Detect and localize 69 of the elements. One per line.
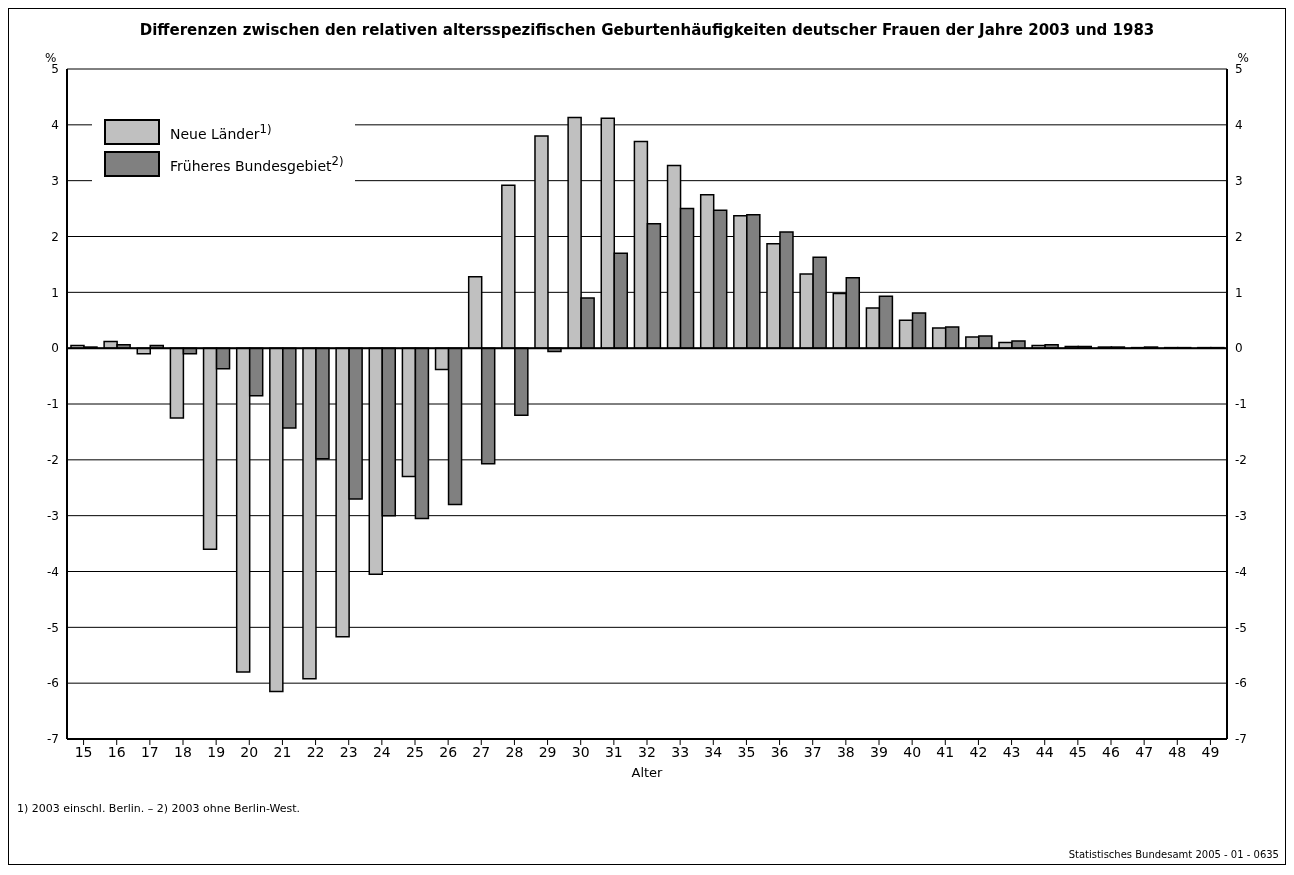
y2-tick-label: 2 bbox=[1235, 229, 1243, 244]
y-tick-label: 4 bbox=[51, 118, 59, 133]
x-tick-label: 42 bbox=[969, 743, 988, 760]
x-axis-title: Alter bbox=[631, 765, 664, 780]
x-tick-label: 22 bbox=[306, 743, 325, 760]
y2-tick-label: 1 bbox=[1235, 285, 1243, 300]
y2-tick-label: 0 bbox=[1235, 341, 1243, 356]
x-tick-label: 32 bbox=[638, 743, 656, 760]
x-tick-label: 48 bbox=[1168, 743, 1187, 760]
x-tick-label: 17 bbox=[140, 743, 159, 760]
legend-label: Früheres Bundesgebiet$^{2)}$ bbox=[170, 154, 344, 174]
x-tick-label: 49 bbox=[1201, 743, 1220, 760]
x-tick-label: 21 bbox=[273, 743, 292, 760]
y2-tick-label: -6 bbox=[1235, 676, 1247, 691]
x-tick-label: 25 bbox=[406, 743, 424, 760]
x-tick-label: 30 bbox=[571, 743, 590, 760]
x-tick-label: 16 bbox=[107, 743, 126, 760]
legend-label: Neue Länder$^{1)}$ bbox=[170, 122, 272, 142]
x-tick-label: 35 bbox=[737, 743, 756, 760]
x-tick-label: 24 bbox=[372, 743, 391, 760]
y2-tick-label: -2 bbox=[1235, 453, 1247, 468]
x-tick-label: 18 bbox=[174, 743, 192, 760]
y2-tick-label: -4 bbox=[1235, 564, 1247, 579]
y-tick-label: 0 bbox=[51, 341, 59, 356]
y2-axis-title: % bbox=[1237, 51, 1249, 65]
y-axis-title: % bbox=[45, 51, 57, 65]
y-tick-label: -4 bbox=[47, 564, 59, 579]
x-tick-label: 41 bbox=[936, 743, 955, 760]
x-tick-label: 39 bbox=[870, 743, 888, 760]
y2-tick-label: -5 bbox=[1235, 620, 1247, 635]
x-tick-label: 29 bbox=[538, 743, 557, 760]
y2-tick-label: 4 bbox=[1235, 118, 1243, 133]
x-tick-label: 46 bbox=[1102, 743, 1120, 760]
x-tick-label: 40 bbox=[903, 743, 922, 760]
x-tick-label: 15 bbox=[74, 743, 93, 760]
text: 1) 2003 einschl. Berlin. – 2) 2003 ohne Berlin-West. bbox=[17, 802, 300, 815]
x-tick-label: 36 bbox=[770, 743, 789, 760]
y-tick-label: -1 bbox=[47, 397, 59, 412]
x-tick-label: 34 bbox=[704, 743, 723, 760]
y2-tick-label: 3 bbox=[1235, 173, 1243, 188]
x-tick-label: 20 bbox=[240, 743, 259, 760]
x-tick-label: 45 bbox=[1068, 743, 1087, 760]
y-tick-label: -2 bbox=[47, 453, 59, 468]
y-tick-label: 1 bbox=[51, 285, 59, 300]
y-tick-label: 2 bbox=[51, 229, 59, 244]
y-tick-label: 3 bbox=[51, 173, 59, 188]
x-tick-label: 23 bbox=[339, 743, 358, 760]
x-tick-label: 43 bbox=[1002, 743, 1021, 760]
x-tick-label: 37 bbox=[803, 743, 822, 760]
x-tick-label: 31 bbox=[604, 743, 623, 760]
y-tick-label: -5 bbox=[47, 620, 59, 635]
x-tick-label: 27 bbox=[472, 743, 491, 760]
y2-tick-label: 5 bbox=[1235, 62, 1243, 77]
x-tick-label: 26 bbox=[439, 743, 458, 760]
x-tick-label: 19 bbox=[207, 743, 226, 760]
x-tick-label: 28 bbox=[505, 743, 524, 760]
x-tick-label: 47 bbox=[1135, 743, 1154, 760]
y-tick-label: 5 bbox=[51, 62, 59, 77]
y-tick-label: -6 bbox=[47, 676, 59, 691]
x-tick-label: 44 bbox=[1035, 743, 1054, 760]
y2-tick-label: -7 bbox=[1235, 732, 1247, 747]
y-tick-label: -7 bbox=[47, 732, 59, 747]
y2-tick-label: -1 bbox=[1235, 397, 1247, 412]
chart-title: Differenzen zwischen den relativen altersspezifischen Geburtenhäufigkeiten deutscher Frauen der Jahre 2003 und 1983 bbox=[138, 21, 1156, 39]
y-tick-label: -3 bbox=[47, 508, 59, 523]
x-tick-label: 38 bbox=[836, 743, 855, 760]
y2-tick-label: -3 bbox=[1235, 508, 1247, 523]
text: Statistisches Bundesamt 2005 - 01 - 0635 bbox=[1068, 849, 1279, 860]
x-tick-label: 33 bbox=[671, 743, 690, 760]
